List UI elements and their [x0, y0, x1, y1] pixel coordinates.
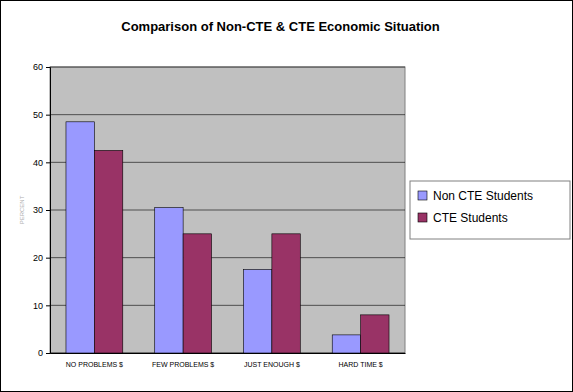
x-tick: JUST ENOUGH $ — [244, 353, 300, 368]
y-tick: 60 — [33, 62, 50, 72]
y-tick: 10 — [33, 301, 50, 311]
chart-container: 0 10 20 30 40 50 60 NO PROBLEMS $ FEW PROBLEMS $… — [0, 0, 573, 392]
grid-line — [50, 67, 405, 68]
bar-series — [94, 150, 389, 353]
bar — [272, 234, 300, 353]
y-tick-label: 0 — [38, 348, 43, 358]
bar — [361, 315, 389, 353]
bar — [94, 150, 122, 353]
legend-box — [410, 181, 570, 239]
bar — [66, 122, 94, 353]
legend-label: Non CTE Students — [433, 189, 533, 203]
y-axis: 0 10 20 30 40 50 60 — [33, 62, 51, 358]
y-tick-label: 20 — [33, 253, 43, 263]
x-tick-label: JUST ENOUGH $ — [244, 361, 300, 368]
plot-background — [50, 67, 405, 353]
grid — [50, 67, 405, 353]
y-tick-mark — [46, 258, 50, 259]
x-tick: NO PROBLEMS $ — [66, 353, 123, 368]
y-tick-mark — [46, 162, 50, 163]
y-tick-label: 10 — [33, 301, 43, 311]
y-tick-mark — [46, 67, 50, 68]
legend-swatch — [418, 213, 427, 222]
y-tick: 0 — [38, 348, 50, 358]
y-tick-label: 50 — [33, 110, 43, 120]
legend-label: CTE Students — [433, 211, 508, 225]
x-axis: NO PROBLEMS $ FEW PROBLEMS $ JUST ENOUGH $… — [51, 353, 406, 368]
bar — [243, 270, 271, 353]
legend: Non CTE Students CTE Students — [410, 181, 570, 239]
y-tick-label: 60 — [33, 62, 43, 72]
bar — [183, 234, 211, 353]
y-tick: 50 — [33, 110, 50, 120]
bar — [332, 335, 360, 353]
legend-swatch — [418, 191, 427, 200]
y-tick: 20 — [33, 253, 50, 263]
legend-item: CTE Students — [418, 211, 508, 225]
x-axis-line — [51, 353, 406, 354]
y-tick-label: 30 — [33, 205, 43, 215]
y-tick: 30 — [33, 205, 50, 215]
y-axis-line — [46, 68, 51, 354]
x-tick-label: NO PROBLEMS $ — [66, 361, 123, 368]
y-tick: 40 — [33, 158, 50, 168]
x-tick-label: HARD TIME $ — [339, 361, 383, 368]
chart-svg: 0 10 20 30 40 50 60 NO PROBLEMS $ FEW PROBLEMS $… — [0, 0, 573, 392]
chart-title: Comparison of Non-CTE & CTE Economic Sit… — [121, 19, 440, 34]
bar-series — [66, 122, 361, 353]
y-tick-mark — [46, 210, 50, 211]
x-tick-label: FEW PROBLEMS $ — [152, 361, 214, 368]
y-axis-title: PERCENT — [19, 195, 25, 224]
x-tick: FEW PROBLEMS $ — [152, 353, 214, 368]
y-tick-mark — [46, 115, 50, 116]
y-tick-label: 40 — [33, 158, 43, 168]
bar — [155, 208, 183, 353]
x-tick: HARD TIME $ — [339, 353, 383, 368]
y-tick-mark — [46, 305, 50, 306]
bars — [66, 122, 389, 353]
plot: 0 10 20 30 40 50 60 NO PROBLEMS $ FEW PROBLEMS $… — [33, 62, 406, 368]
legend-item: Non CTE Students — [418, 189, 533, 203]
grid-line — [50, 114, 405, 115]
y-tick-mark — [46, 353, 50, 354]
chart-frame — [1, 1, 573, 392]
